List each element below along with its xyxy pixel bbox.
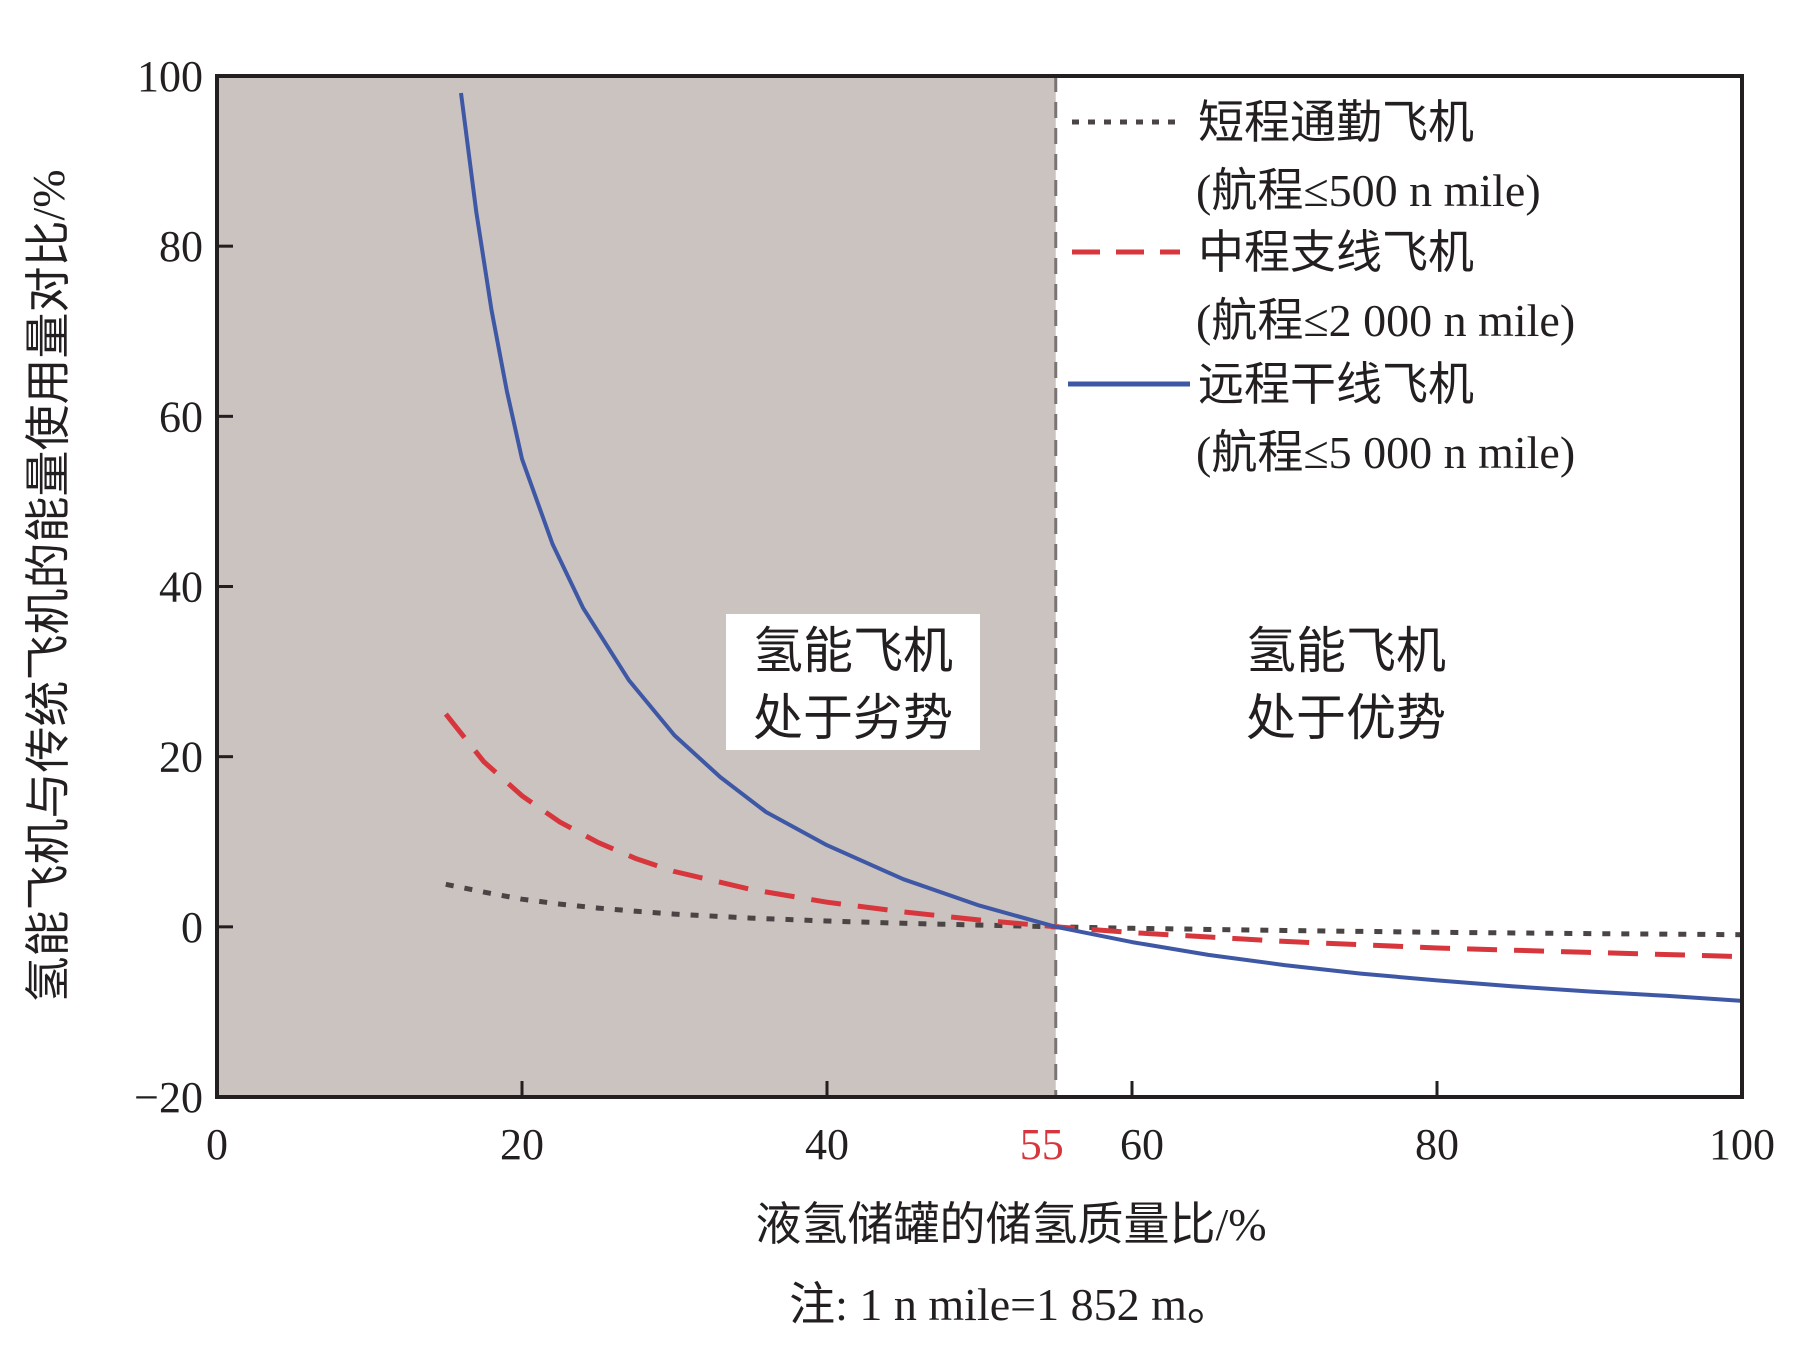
y-tick-label: 100 — [137, 52, 203, 101]
x-tick-label: 100 — [1709, 1120, 1775, 1169]
shaded-region-layer — [217, 76, 1056, 1097]
x-tick-label-highlight: 55 — [1020, 1120, 1064, 1169]
region-label-disadvantage-line2: 处于劣势 — [753, 690, 953, 746]
legend-item-medium-range: 中程支线飞机 (航程≤2 000 n mile) — [1072, 227, 1575, 346]
region-label-disadvantage-line1: 氢能飞机 — [753, 623, 953, 679]
region-label-disadvantage: 氢能飞机 处于劣势 — [726, 614, 980, 750]
y-tick-label: −20 — [134, 1073, 203, 1122]
legend-label-long-range: 远程干线飞机 — [1198, 359, 1474, 410]
legend-item-short-range: 短程通勤飞机 (航程≤500 n mile) — [1072, 97, 1541, 216]
legend: 短程通勤飞机 (航程≤500 n mile) 中程支线飞机 (航程≤2 000 … — [1068, 97, 1575, 478]
footnote: 注: 1 n mile=1 852 m。 — [789, 1279, 1233, 1330]
x-axis-title: 液氢储罐的储氢质量比/% — [755, 1199, 1266, 1250]
region-label-disadvantage-background — [726, 614, 980, 750]
y-tick-label: 20 — [159, 733, 203, 782]
region-label-advantage-line2: 处于优势 — [1246, 690, 1446, 746]
y-tick-label: 40 — [159, 563, 203, 612]
x-tick-label: 40 — [805, 1120, 849, 1169]
legend-sublabel-medium-range: (航程≤2 000 n mile) — [1196, 295, 1575, 346]
legend-label-medium-range: 中程支线飞机 — [1198, 227, 1474, 278]
legend-sublabel-long-range: (航程≤5 000 n mile) — [1196, 427, 1575, 478]
series-layer — [443, 92, 1743, 1003]
shaded-region — [217, 76, 1056, 1097]
y-tick-label: 0 — [181, 903, 203, 952]
x-tick-label: 0 — [206, 1120, 228, 1169]
x-tick-label: 20 — [500, 1120, 544, 1169]
y-axis-title: 氢能飞机与传统飞机的能量使用量对比/% — [23, 169, 74, 1002]
series-line-long-range — [459, 92, 1743, 1003]
y-tick-label: 80 — [159, 222, 203, 271]
series-line-short-range — [445, 881, 1743, 938]
region-label-advantage-line1: 氢能飞机 — [1246, 623, 1446, 679]
x-tick-label: 80 — [1415, 1120, 1459, 1169]
region-label-advantage: 氢能飞机 处于优势 — [1246, 623, 1446, 746]
legend-label-short-range: 短程通勤飞机 — [1198, 97, 1474, 148]
legend-sublabel-short-range: (航程≤500 n mile) — [1196, 165, 1541, 216]
y-tick-label: 60 — [159, 392, 203, 441]
series-line-medium-range — [443, 712, 1743, 960]
legend-item-long-range: 远程干线飞机 (航程≤5 000 n mile) — [1068, 359, 1575, 478]
x-tick-label: 60 — [1120, 1120, 1164, 1169]
